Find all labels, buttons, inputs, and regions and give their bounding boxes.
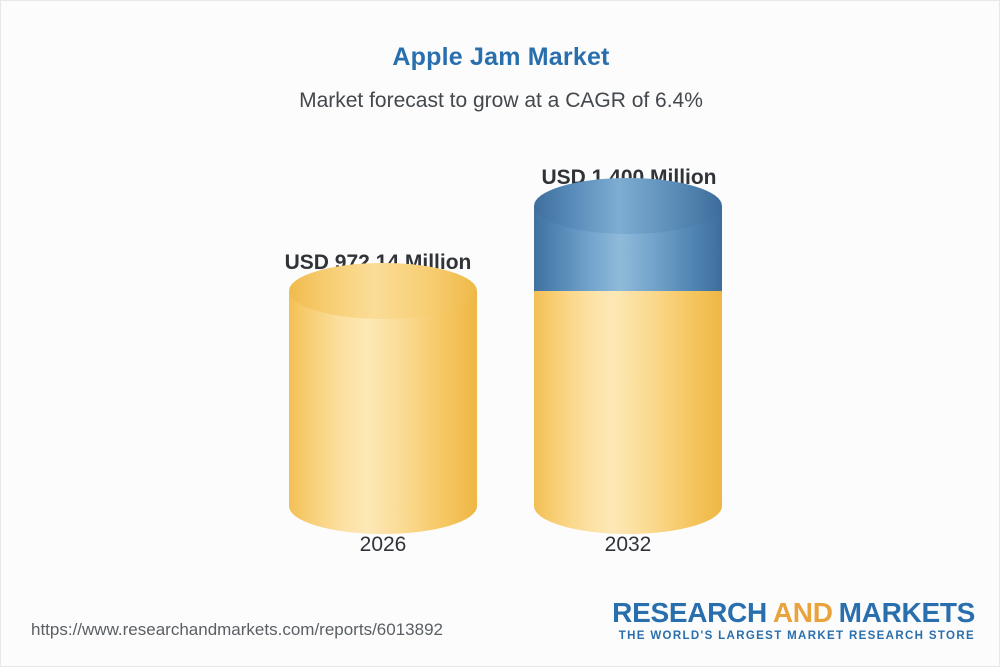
brand-name-part1: RESEARCH xyxy=(612,596,767,628)
brand-name-and: AND xyxy=(772,596,833,628)
bar-2032-segment-upper xyxy=(534,178,722,291)
brand-name-part2: MARKETS xyxy=(838,596,976,628)
bar-2032 xyxy=(534,178,730,534)
bar-body xyxy=(534,291,722,506)
source-url[interactable]: https://www.researchandmarkets.com/repor… xyxy=(31,620,443,639)
bar-cap-ellipse xyxy=(534,178,722,234)
bar-2026-segment xyxy=(289,263,477,534)
category-label-2026: 2026 xyxy=(359,533,407,556)
bar-base-ellipse xyxy=(289,478,477,534)
bar-2032-segment-lower xyxy=(534,291,722,534)
bar-2026 xyxy=(289,263,485,534)
chart-title: Apple Jam Market xyxy=(392,43,610,71)
bar-cap-ellipse xyxy=(289,263,477,319)
bar-base-ellipse xyxy=(534,478,722,534)
category-label-2032: 2032 xyxy=(604,533,652,556)
brand-name: RESEARCH AND MARKETS xyxy=(612,596,976,628)
brand-logo: RESEARCH AND MARKETS THE WORLD'S LARGEST M… xyxy=(612,596,976,642)
chart-subtitle: Market forecast to grow at a CAGR of 6.4… xyxy=(299,89,703,112)
brand-tagline: THE WORLD'S LARGEST MARKET RESEARCH STOR… xyxy=(618,630,975,642)
bar-body xyxy=(289,291,477,506)
